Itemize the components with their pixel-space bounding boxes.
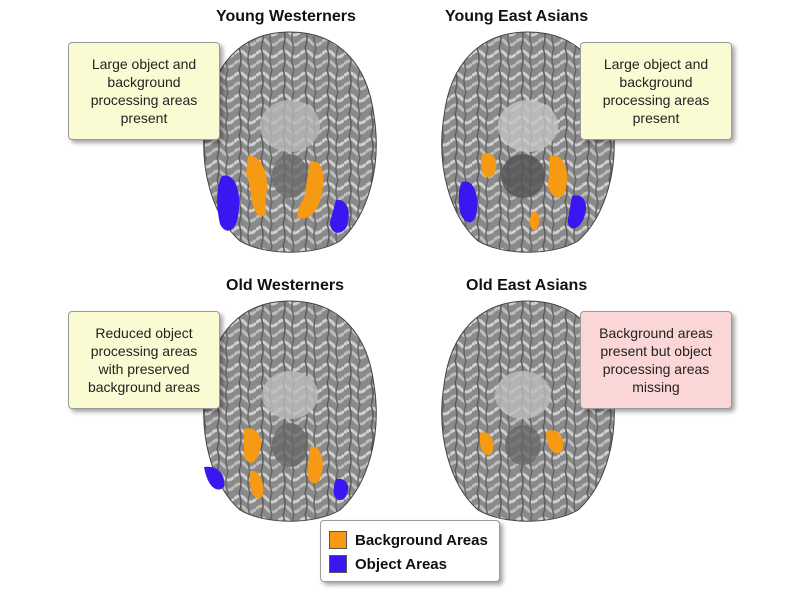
background-area (246, 155, 268, 217)
object-area (458, 181, 478, 223)
legend-swatch-background (329, 531, 347, 549)
note-old-east-asians: Background areas present but object proc… (580, 311, 732, 409)
background-area (529, 211, 540, 231)
brain-scan-young-east-asians (441, 31, 615, 253)
background-area (546, 430, 564, 454)
panel-title-old-westerners: Old Westerners (226, 277, 344, 294)
brain-scan-old-westerners (203, 300, 377, 522)
legend-item-object: Object Areas (329, 555, 447, 573)
legend: Background Areas Object Areas (320, 520, 500, 582)
object-area (204, 466, 225, 490)
object-area (217, 175, 240, 231)
object-area (567, 195, 587, 229)
background-area (244, 428, 262, 463)
background-area (479, 432, 494, 455)
panel-title-old-east-asians: Old East Asians (466, 277, 588, 294)
object-area (333, 478, 349, 501)
note-young-east-asians: Large object and background processing a… (580, 42, 732, 140)
panel-title-young-east-asians: Young East Asians (445, 8, 589, 25)
legend-label-background: Background Areas (355, 531, 488, 549)
note-young-westerners: Large object and background processing a… (68, 42, 220, 140)
background-area (249, 470, 264, 499)
note-old-westerners: Reduced object processing areas with pre… (68, 311, 220, 409)
background-area (481, 153, 497, 178)
background-area (297, 161, 324, 219)
legend-item-background: Background Areas (329, 531, 488, 549)
background-area (548, 155, 568, 198)
legend-swatch-object (329, 555, 347, 573)
panel-title-young-westerners: Young Westerners (216, 8, 356, 25)
brain-scan-young-westerners (203, 31, 377, 253)
background-area (307, 446, 323, 484)
object-area (330, 199, 349, 233)
legend-label-object: Object Areas (355, 555, 447, 573)
